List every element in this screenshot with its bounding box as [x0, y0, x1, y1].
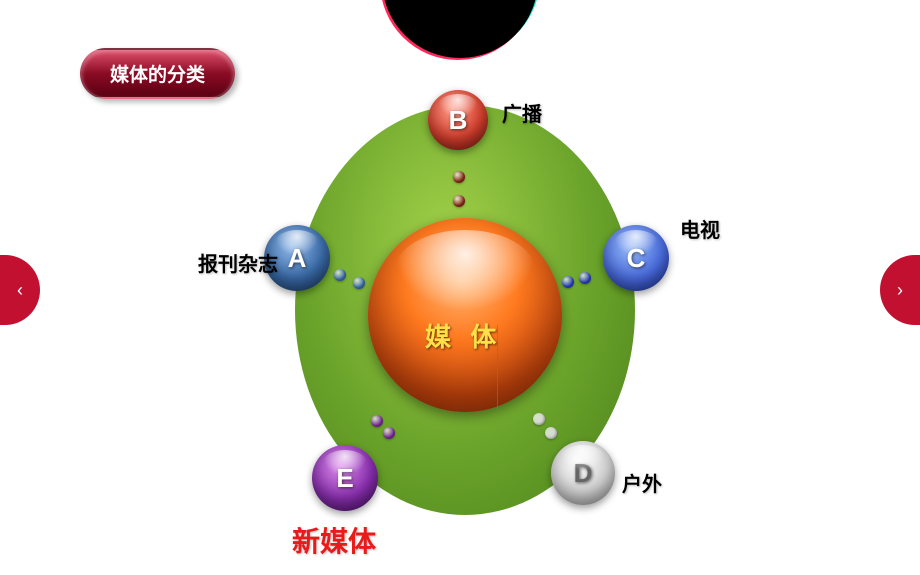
category-node-b: B	[428, 90, 488, 150]
connector-dot	[562, 276, 574, 288]
next-button[interactable]: ›	[880, 255, 920, 325]
category-node-c: C	[603, 225, 669, 291]
chevron-right-icon: ›	[897, 280, 903, 301]
node-letter: A	[288, 243, 307, 274]
connector-dot	[453, 171, 465, 183]
connector-dot	[533, 413, 545, 425]
center-label: 媒 体	[425, 317, 502, 354]
node-label-d: 户外	[622, 468, 662, 497]
connector-dot	[334, 269, 346, 281]
node-label-c: 电视	[680, 214, 720, 243]
node-letter: D	[574, 458, 593, 489]
connector-dot	[383, 427, 395, 439]
top-accent-circle	[382, 0, 538, 58]
node-letter: B	[449, 105, 468, 136]
category-node-e: E	[312, 445, 378, 511]
node-label-a: 报刊杂志	[198, 248, 278, 277]
connector-dot	[545, 427, 557, 439]
connector-dot	[371, 415, 383, 427]
connector-dot	[579, 272, 591, 284]
connector-dot	[353, 277, 365, 289]
node-label-e: 新媒体	[292, 520, 376, 560]
title-text: 媒体的分类	[110, 65, 205, 86]
prev-button[interactable]: ‹	[0, 255, 40, 325]
connector-dot	[453, 195, 465, 207]
node-letter: C	[627, 243, 646, 274]
title-badge: 媒体的分类	[80, 48, 235, 99]
center-orb	[368, 218, 562, 412]
chevron-left-icon: ‹	[17, 280, 23, 301]
category-node-d: D	[551, 441, 615, 505]
node-letter: E	[336, 463, 353, 494]
node-label-b: 广播	[502, 98, 542, 127]
